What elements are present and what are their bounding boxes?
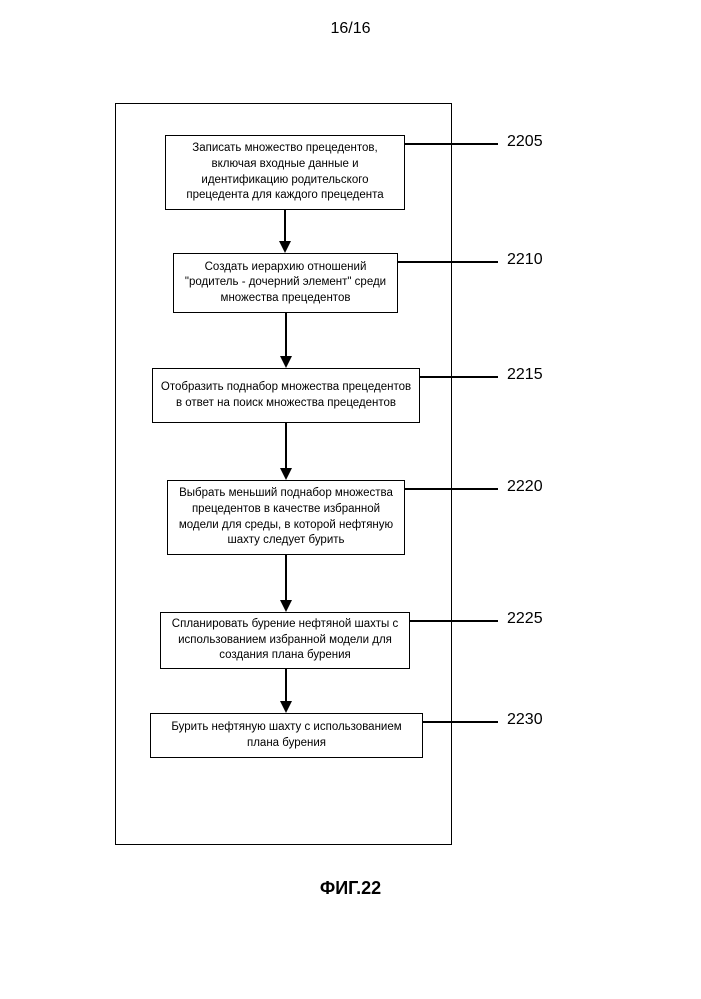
flow-node-2225: Спланировать бурение нефтяной шахты с ис…: [160, 612, 410, 669]
flow-node-2210: Создать иерархию отношений "родитель - д…: [173, 253, 398, 313]
arrow-line: [285, 669, 287, 701]
ref-label-2225: 2225: [507, 610, 543, 628]
arrow-line: [285, 313, 287, 356]
leader-line: [420, 376, 498, 378]
arrow-head-icon: [280, 701, 292, 713]
arrow-head-icon: [279, 241, 291, 253]
arrow-line: [285, 555, 287, 600]
ref-label-2210: 2210: [507, 251, 543, 269]
flow-node-2220: Выбрать меньший поднабор множества преце…: [167, 480, 405, 555]
ref-label-2205: 2205: [507, 133, 543, 151]
leader-line: [398, 261, 498, 263]
arrow-head-icon: [280, 356, 292, 368]
leader-line: [423, 721, 498, 723]
flow-node-2205: Записать множество прецедентов, включая …: [165, 135, 405, 210]
flow-node-2215: Отобразить поднабор множества прецеденто…: [152, 368, 420, 423]
ref-label-2215: 2215: [507, 366, 543, 384]
flow-node-2230: Бурить нефтяную шахту с использованием п…: [150, 713, 423, 758]
arrow-head-icon: [280, 600, 292, 612]
arrow-line: [285, 423, 287, 468]
ref-label-2230: 2230: [507, 711, 543, 729]
leader-line: [405, 488, 498, 490]
leader-line: [405, 143, 498, 145]
leader-line: [410, 620, 498, 622]
arrow-head-icon: [280, 468, 292, 480]
arrow-line: [284, 210, 286, 241]
figure-caption: ФИГ.22: [0, 878, 701, 899]
ref-label-2220: 2220: [507, 478, 543, 496]
page-number: 16/16: [0, 20, 701, 38]
